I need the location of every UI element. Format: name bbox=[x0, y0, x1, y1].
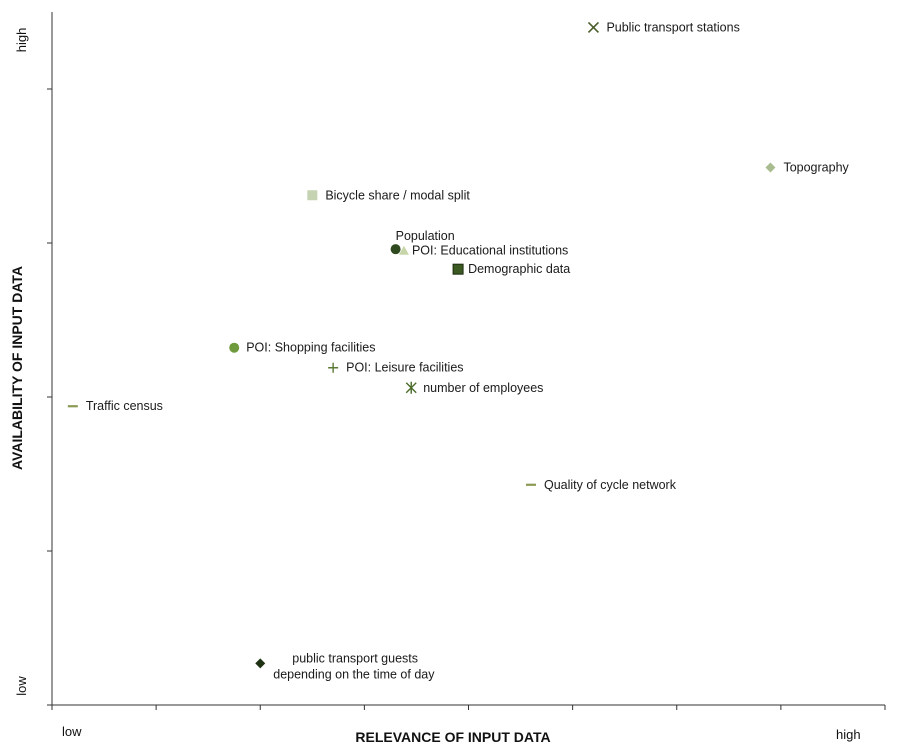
marker-x bbox=[587, 21, 600, 33]
data-label: number of employees bbox=[423, 381, 543, 395]
data-point: POI: Shopping facilities bbox=[229, 341, 375, 355]
marker-circle bbox=[229, 342, 240, 353]
x-axis-title: RELEVANCE OF INPUT DATA bbox=[355, 729, 550, 745]
marker-triangle bbox=[398, 245, 409, 255]
x-axis-high-label: high bbox=[836, 727, 861, 742]
data-label: Population bbox=[396, 229, 455, 243]
data-point: Demographic data bbox=[452, 262, 570, 276]
x-axis-low-label: low bbox=[62, 724, 82, 739]
data-point: number of employees bbox=[405, 381, 543, 395]
data-label: Traffic census bbox=[86, 399, 163, 413]
data-points: Public transport stations Topography Bicyc… bbox=[67, 20, 850, 681]
marker-circle-half bbox=[390, 244, 401, 255]
marker-plus bbox=[328, 362, 339, 373]
data-label: Bicycle share / modal split bbox=[325, 188, 470, 202]
data-point: Quality of cycle network bbox=[525, 478, 677, 492]
data-label: public transport guests depending on the … bbox=[273, 651, 435, 681]
data-point: POI: Educational institutions bbox=[398, 244, 568, 258]
marker-star bbox=[405, 381, 417, 394]
data-label: POI: Leisure facilities bbox=[346, 361, 463, 375]
data-point: Bicycle share / modal split bbox=[307, 188, 470, 202]
data-label: POI: Educational institutions bbox=[412, 244, 568, 258]
axes bbox=[47, 12, 886, 710]
data-label-line: public transport guests bbox=[292, 651, 418, 665]
marker-square bbox=[307, 190, 318, 201]
y-axis-low-label: low bbox=[14, 676, 29, 696]
data-point: Population bbox=[390, 229, 455, 255]
data-label: Public transport stations bbox=[606, 20, 739, 34]
marker-diamond bbox=[765, 162, 776, 173]
data-label: POI: Shopping facilities bbox=[246, 341, 375, 355]
data-label: Demographic data bbox=[468, 262, 570, 276]
data-label: Topography bbox=[783, 161, 849, 175]
data-label: Quality of cycle network bbox=[544, 478, 677, 492]
data-point: POI: Leisure facilities bbox=[328, 361, 464, 375]
data-point: Topography bbox=[765, 161, 850, 175]
data-label-line: depending on the time of day bbox=[273, 667, 435, 681]
y-axis-high-label: high bbox=[14, 28, 29, 53]
marker-square-dark bbox=[452, 263, 464, 275]
y-axis-title: AVAILABILITY OF INPUT DATA bbox=[9, 266, 25, 470]
data-point: Public transport stations bbox=[587, 20, 740, 34]
marker-diamond-dark bbox=[255, 658, 266, 669]
data-point: Traffic census bbox=[67, 399, 163, 413]
data-point: public transport guests depending on the … bbox=[255, 651, 435, 681]
